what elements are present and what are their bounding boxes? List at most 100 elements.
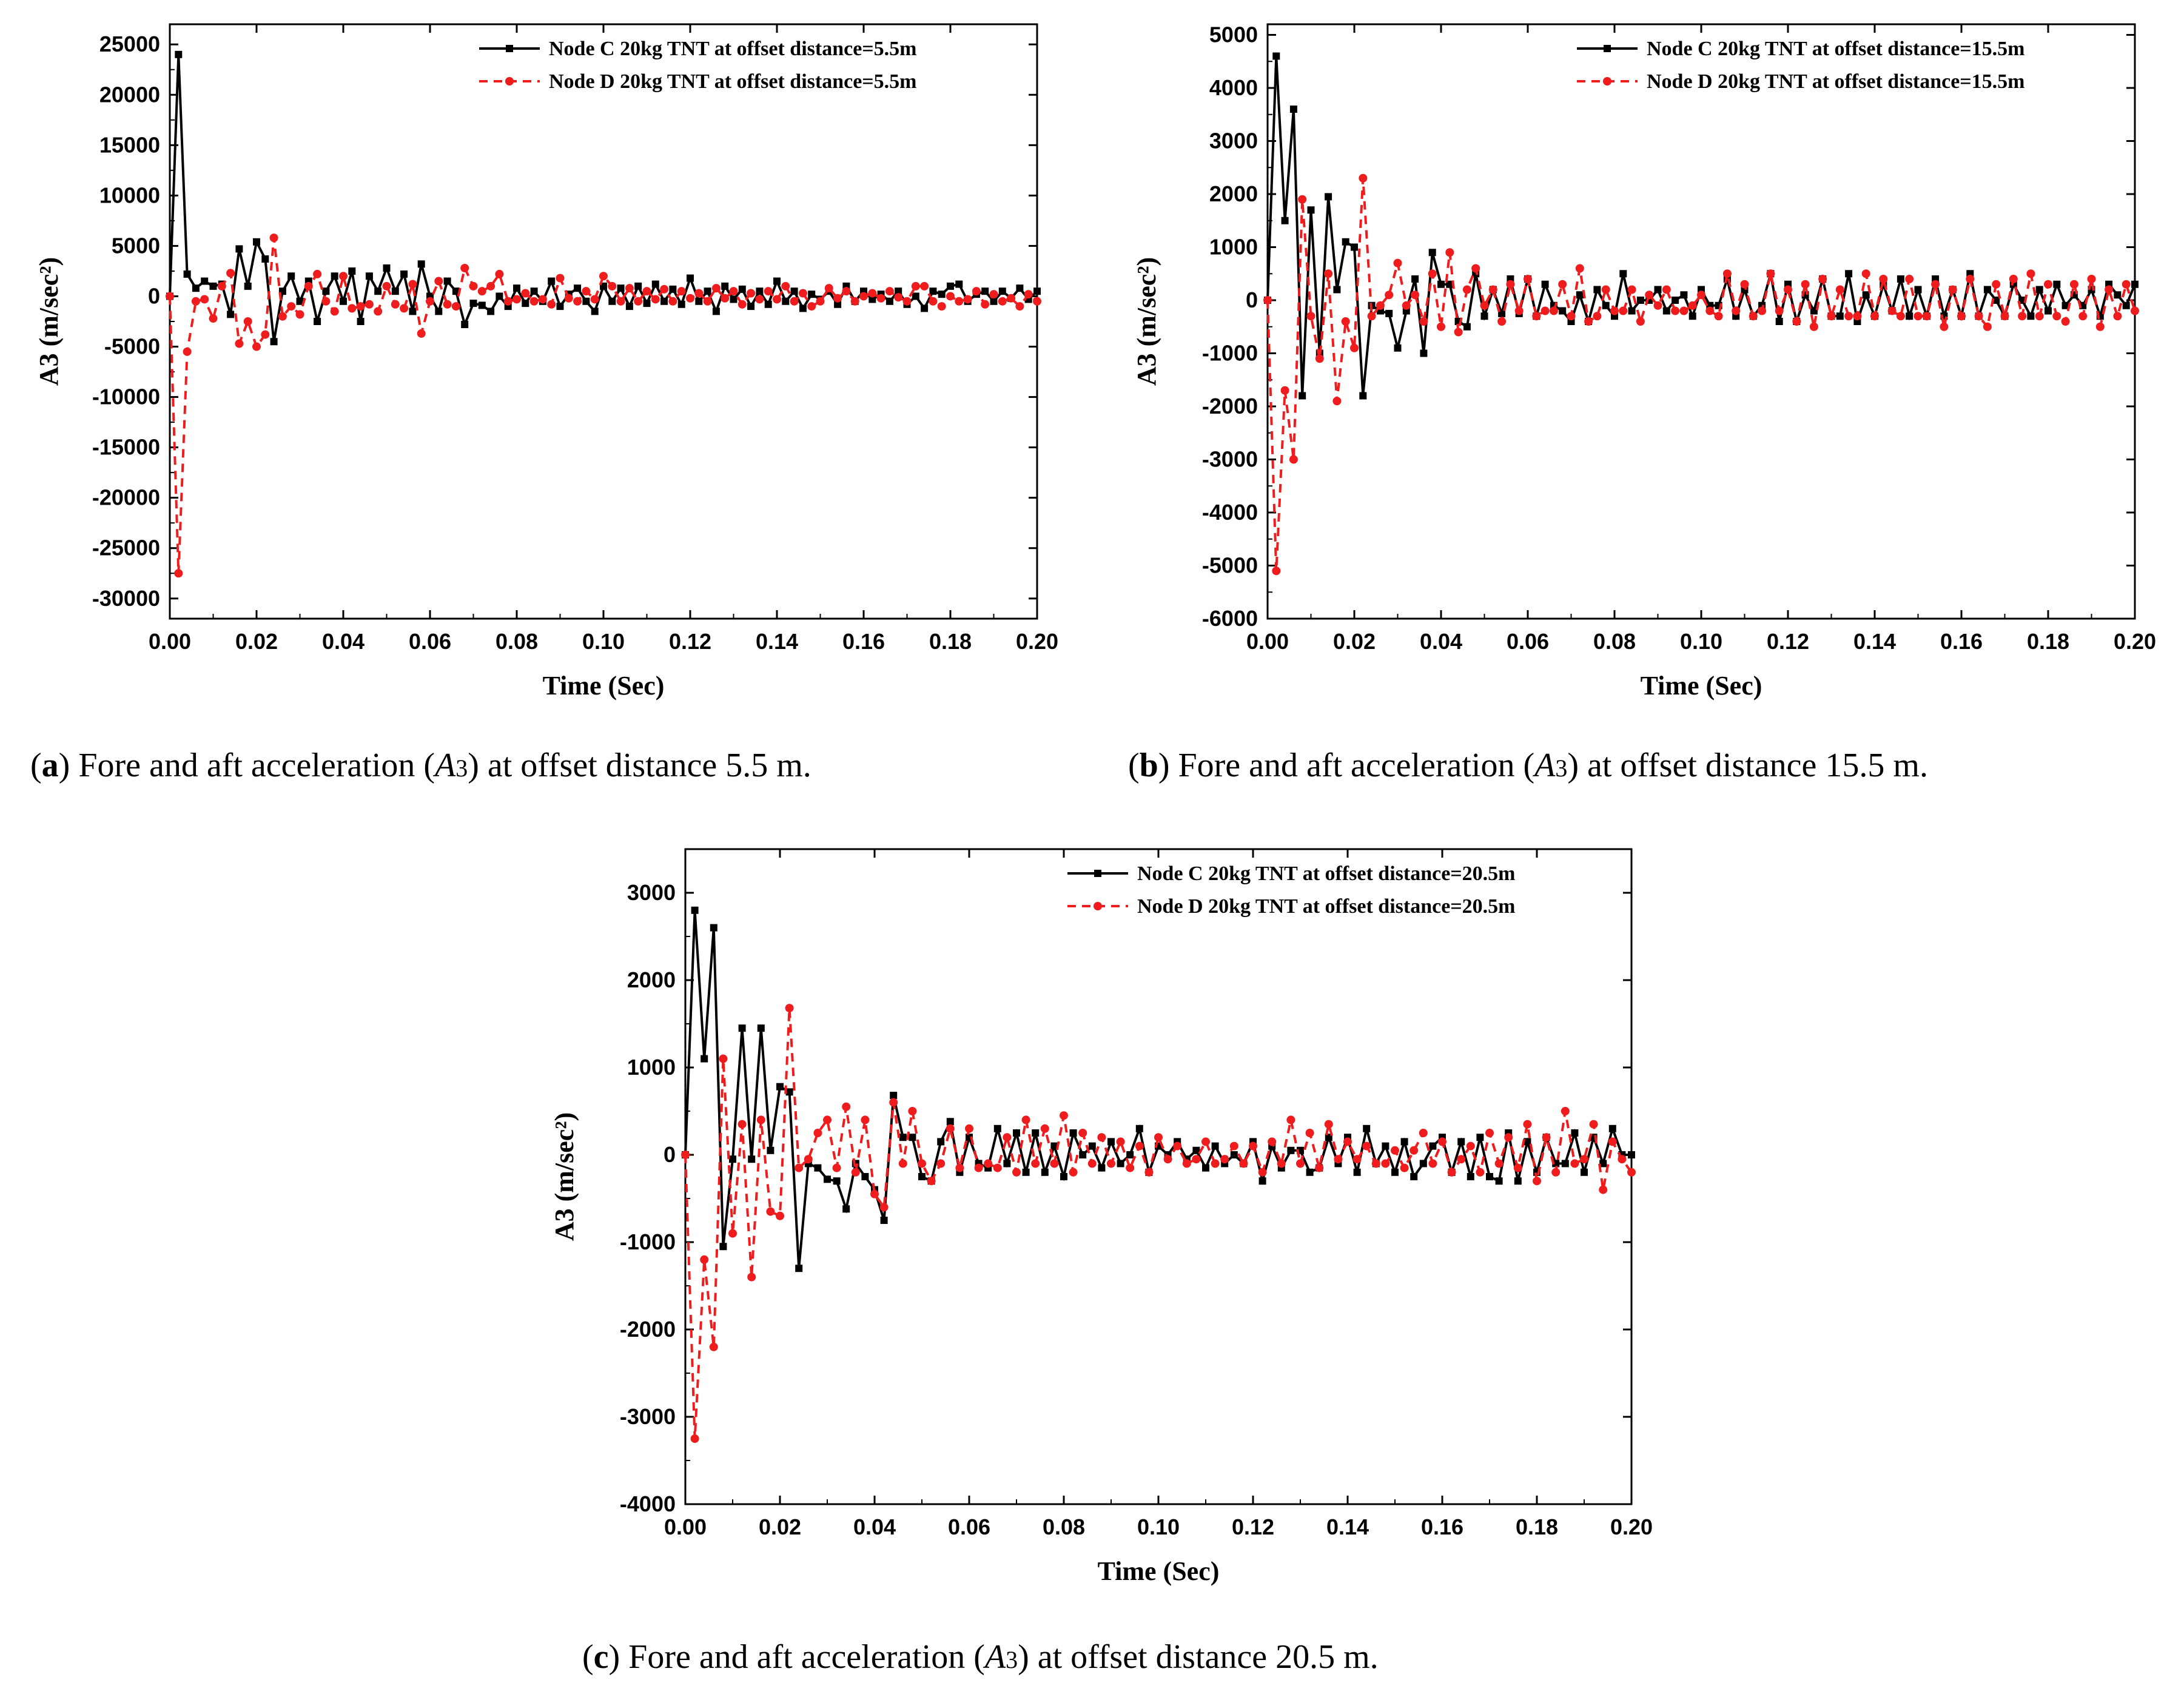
- chart-a-series-node-c-point: [409, 308, 417, 315]
- chart-c-series-node-c-point: [776, 1083, 784, 1091]
- chart-b-series-node-d-point: [1714, 312, 1723, 321]
- chart-a-series-node-d-point: [269, 234, 278, 243]
- chart-c-series-node-d-point: [795, 1163, 804, 1172]
- chart-b-series-node-c-point: [2053, 280, 2061, 288]
- chart-c-xtick-label: 0.18: [1516, 1514, 1558, 1539]
- chart-b-series-node-d-line: [1266, 178, 2136, 571]
- chart-c-series-node-d-point: [955, 1163, 964, 1172]
- chart-a-series-node-d-point: [902, 297, 912, 306]
- chart-b-legend-label-1: Node D 20kg TNT at offset distance=15.5m: [1647, 70, 2025, 93]
- chart-c-series-node-c-point: [1135, 1124, 1143, 1132]
- chart-b-series-node-d-point: [1705, 306, 1715, 315]
- chart-c-series-node-d-point: [908, 1107, 917, 1115]
- chart-b-series-node-d-point: [1619, 306, 1628, 315]
- chart-a-legend-marker-0: [506, 45, 513, 52]
- chart-a-series-node-d-point: [833, 294, 842, 303]
- chart-a-series-node-d-point: [512, 295, 521, 304]
- chart-a-series-node-c-point: [669, 285, 677, 293]
- chart-a-ytick-label: -20000: [92, 485, 160, 510]
- chart-a-series-node-c-point: [660, 297, 668, 305]
- chart-b-series-node-c-point: [1333, 286, 1341, 294]
- chart-a-series-node-d-point: [564, 294, 573, 303]
- chart-a-series-node-d-point: [920, 281, 929, 291]
- chart-b-series-node-c-point: [1325, 193, 1332, 201]
- chart-b-series-node-d-point: [1428, 269, 1437, 278]
- chart-c-series-node-c-point: [1514, 1177, 1522, 1185]
- chart-a-series-node-d-point: [859, 292, 868, 301]
- chart-a-series-node-d-point: [729, 287, 738, 296]
- chart-b-series-node-d-point: [1758, 306, 1767, 315]
- chart-c-series-node-d-point: [1087, 1159, 1097, 1168]
- chart-b-series-node-d-point: [1524, 275, 1532, 283]
- chart-a-series-node-d-point: [451, 302, 460, 311]
- chart-b-ytick-label: 5000: [1209, 22, 1258, 47]
- chart-a-series-node-d-point: [850, 297, 859, 306]
- chart-c-series-node-d-point: [1211, 1159, 1220, 1168]
- chart-b-series-node-d-point: [1766, 269, 1775, 278]
- chart-b-series-node-c-point: [1619, 270, 1627, 278]
- chart-c-series-node-c-point: [918, 1173, 926, 1180]
- caption-c-label: c: [593, 1638, 609, 1676]
- chart-a-series-node-c-point: [981, 287, 989, 295]
- chart-b-series-node-c-point: [1680, 291, 1688, 299]
- chart-c-series-node-d-point: [1249, 1141, 1257, 1151]
- chart-a-series-node-d-point: [547, 300, 556, 309]
- chart-a-series-node-d-point: [538, 295, 547, 304]
- chart-c-legend-label-0: Node C 20kg TNT at offset distance=20.5m: [1137, 862, 1516, 885]
- chart-c-series-node-c-point: [1608, 1124, 1616, 1132]
- chart-a-legend-label-0: Node C 20kg TNT at offset distance=5.5m: [549, 38, 917, 60]
- chart-a-series-node-c-point: [314, 318, 321, 325]
- chart-a-series-node-d-point: [226, 269, 235, 278]
- chart-c-series-node-c-point: [1230, 1151, 1238, 1158]
- chart-c-series-node-d-point: [1599, 1185, 1608, 1194]
- chart-b-series-node-d-point: [1722, 269, 1732, 278]
- chart-b-series-node-c-point: [1559, 307, 1567, 315]
- chart-b-xtick-label: 0.20: [2114, 629, 2156, 654]
- caption-b-var: A: [1534, 747, 1556, 784]
- chart-c-series-node-d-point: [1135, 1141, 1144, 1151]
- chart-c-series-node-d-point: [1324, 1120, 1333, 1129]
- chart-c-series-node-d-point: [785, 1004, 794, 1013]
- chart-a-series-node-d-point: [608, 281, 617, 291]
- chart-c-xtick-label: 0.12: [1232, 1514, 1274, 1539]
- chart-a-series-node-d-point: [642, 287, 651, 296]
- chart-a-series-node-c-point: [244, 282, 252, 290]
- caption-c-suffix: ) at offset distance 20.5 m.: [1018, 1638, 1379, 1676]
- chart-b-ytick-label: -6000: [1202, 606, 1258, 631]
- chart-c-series-node-d-point: [1126, 1163, 1135, 1172]
- chart-a-series-node-c-point: [183, 270, 191, 278]
- chart-a-series-node-c-point: [1033, 287, 1041, 295]
- chart-c-series-node-d-point: [946, 1124, 955, 1133]
- chart-a-series-node-d-point: [200, 295, 209, 304]
- chart-c-ytick-label: 0: [664, 1142, 676, 1167]
- chart-a-series-node-c-point: [461, 320, 469, 328]
- chart-b-xtick-label: 0.18: [2027, 629, 2069, 654]
- chart-c-series-node-c-point: [719, 1243, 727, 1251]
- chart-c-xtick-label: 0.02: [759, 1514, 801, 1539]
- caption-a-prefix: Fore and aft acceleration (: [78, 747, 435, 784]
- chart-b-series-node-d-point: [1905, 275, 1914, 283]
- chart-c-series-node-d-point: [993, 1163, 1002, 1172]
- chart-a-series-node-d-point: [356, 302, 365, 311]
- chart-c-series-node-d-point: [1371, 1159, 1380, 1168]
- chart-a-series-node-c-point: [869, 295, 876, 303]
- caption-c: (c) Fore and aft acceleration (A3) at of…: [582, 1638, 1379, 1676]
- chart-b-series-node-c-point: [2027, 312, 2035, 320]
- chart-a-legend-marker-1: [505, 77, 514, 86]
- chart-c-ytick-label: -3000: [620, 1404, 676, 1429]
- chart-c-series-node-c-point: [909, 1134, 916, 1141]
- chart-a-series-node-c-point: [365, 272, 373, 280]
- chart-b-series-node-c-point: [1394, 344, 1402, 352]
- chart-c-series-node-d-point: [1381, 1159, 1390, 1168]
- chart-a-series-node-d-point: [599, 272, 608, 281]
- chart-b-series-node-c-point: [1662, 307, 1670, 315]
- chart-b-series-node-d-point: [1775, 306, 1784, 315]
- chart-a-series-node-d-point: [1007, 294, 1016, 303]
- chart-a-series-node-c-point: [391, 287, 399, 295]
- chart-c-series-node-d-point: [1107, 1159, 1115, 1168]
- chart-a-ytick-label: 15000: [99, 132, 160, 157]
- chart-b-series-node-d-point: [1887, 306, 1897, 315]
- chart-c-series-node-d-point: [1116, 1137, 1125, 1146]
- chart-a-xtick-label: 0.02: [235, 629, 278, 654]
- chart-b-series-node-d-point: [1749, 312, 1758, 321]
